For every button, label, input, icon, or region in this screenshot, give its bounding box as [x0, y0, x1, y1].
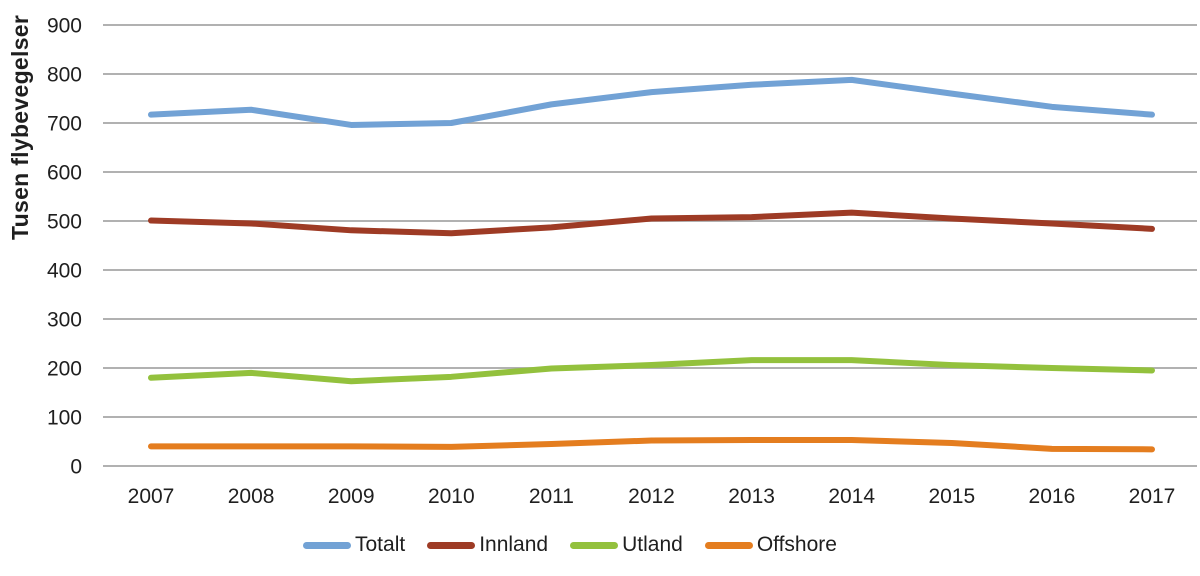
- y-tick-label: 500: [47, 211, 82, 234]
- x-tick-label: 2017: [1129, 485, 1176, 508]
- series-line-totalt: [148, 76, 1155, 128]
- x-tick-label: 2013: [728, 485, 775, 508]
- legend-swatch-totalt: [303, 541, 351, 549]
- y-tick-label: 900: [47, 15, 82, 38]
- y-tick-label: 400: [47, 260, 82, 283]
- legend-swatch-offshore: [704, 541, 753, 549]
- legend-swatch-utland: [570, 541, 619, 549]
- legend-swatch-innland: [427, 541, 476, 549]
- legend-item-innland: Innland: [427, 533, 548, 557]
- series-line-utland: [148, 357, 1155, 385]
- legend-item-offshore: Offshore: [704, 533, 837, 557]
- x-tick-label: 2012: [628, 485, 675, 508]
- y-tick-label: 300: [47, 309, 82, 332]
- x-tick-label: 2008: [228, 485, 275, 508]
- legend-label: Totalt: [355, 533, 406, 556]
- legend-item-utland: Utland: [570, 533, 683, 557]
- y-tick-label: 700: [47, 113, 82, 136]
- series-line-offshore: [148, 437, 1155, 453]
- x-tick-label: 2014: [828, 485, 875, 508]
- x-tick-label: 2015: [928, 485, 975, 508]
- legend-label: Offshore: [756, 533, 837, 556]
- y-tick-label: 600: [47, 162, 82, 185]
- y-tick-label: 200: [47, 358, 82, 381]
- legend-label: Innland: [479, 533, 549, 556]
- y-tick-label: 0: [70, 456, 82, 479]
- series-line-innland: [148, 209, 1155, 237]
- x-tick-label: 2016: [1029, 485, 1076, 508]
- legend-label: Utland: [622, 533, 683, 556]
- x-tick-label: 2007: [128, 485, 175, 508]
- legend-item-totalt: Totalt: [303, 533, 405, 557]
- y-axis-title: Tusen flybevegelser: [7, 14, 33, 240]
- x-tick-label: 2009: [328, 485, 375, 508]
- y-tick-label: 100: [47, 407, 82, 430]
- y-tick-label: 800: [47, 64, 82, 87]
- x-tick-label: 2010: [428, 485, 475, 508]
- chart-legend: Totalt Innland Utland Offshore: [303, 533, 837, 557]
- x-tick-label: 2011: [529, 485, 574, 508]
